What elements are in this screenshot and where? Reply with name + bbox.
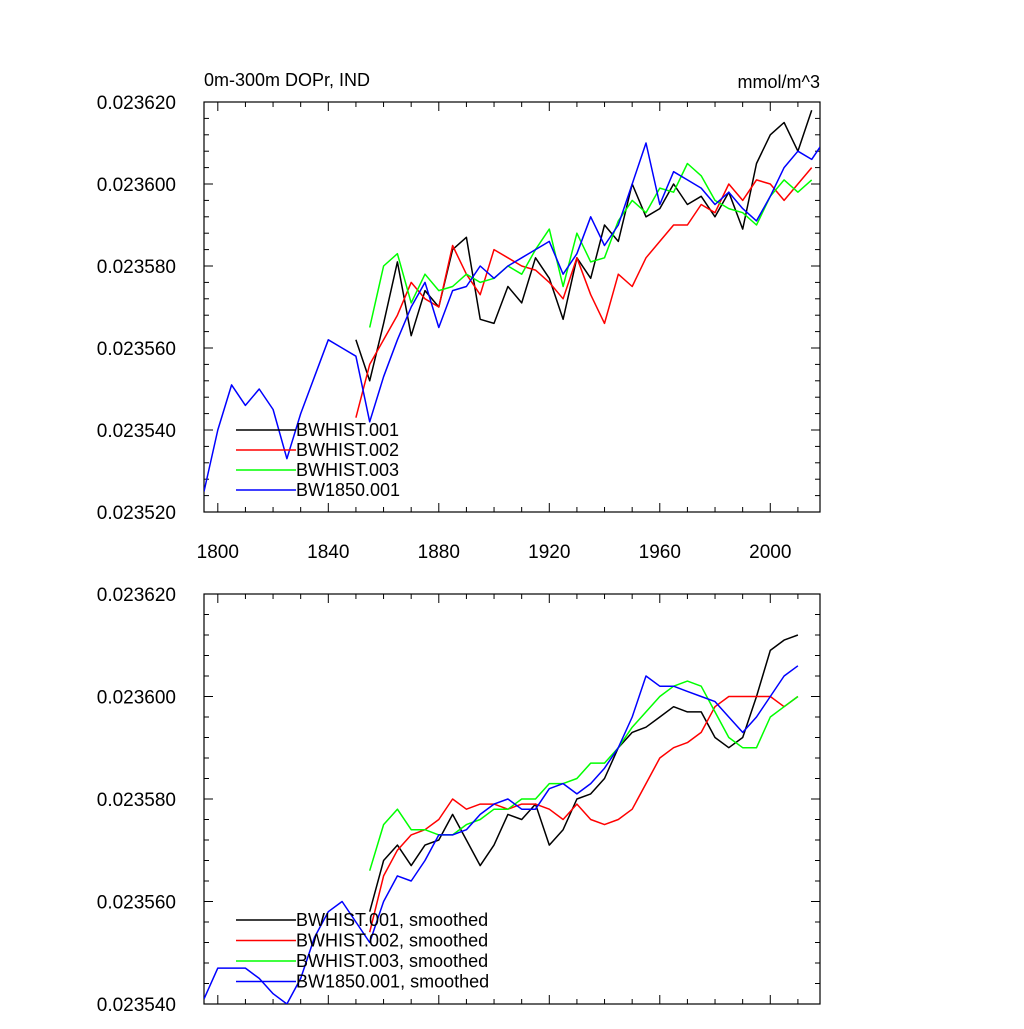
series-line-bwhist-001 bbox=[355, 109, 813, 382]
y-tick-label: 0.023560 bbox=[97, 893, 176, 914]
legend-label: BW1850.001, smoothed bbox=[296, 972, 489, 992]
y-tick-label: 0.023580 bbox=[97, 257, 176, 278]
chart-title: 0m-300m DOPr, IND bbox=[204, 70, 370, 90]
y-tick-label: 0.023540 bbox=[97, 995, 176, 1016]
series-group bbox=[204, 109, 820, 492]
series-line-bw1850-001 bbox=[204, 142, 820, 492]
legend-label: BWHIST.002, smoothed bbox=[296, 931, 488, 951]
y-tick-label: 0.023520 bbox=[97, 503, 176, 524]
legend-label: BWHIST.001, smoothed bbox=[296, 910, 488, 930]
series-line-bw1850-001 bbox=[204, 665, 799, 1004]
y-tick-label: 0.023560 bbox=[97, 339, 176, 360]
y-tick-label: 0.023600 bbox=[97, 175, 176, 196]
y-tick-label: 0.023540 bbox=[97, 421, 176, 442]
lower-panel: 0.023540 0.023560 0.023580 0.023600 0.023620… bbox=[97, 585, 821, 1016]
series-line-bwhist-002 bbox=[368, 695, 799, 933]
x-tick-label: 1960 bbox=[639, 542, 681, 563]
x-tick-label: 1880 bbox=[418, 542, 460, 563]
series-group bbox=[204, 634, 799, 1004]
upper-panel: 0.023520 0.023540 0.023560 0.023580 0.023600… bbox=[97, 70, 821, 563]
legend-label: BW1850.001 bbox=[296, 480, 400, 500]
units-label: mmol/m^3 bbox=[738, 72, 820, 92]
series-line-bwhist-003 bbox=[368, 162, 813, 328]
x-tick-label: 1840 bbox=[307, 542, 349, 563]
plot-frame bbox=[203, 101, 821, 513]
series-line-bwhist-001 bbox=[368, 634, 799, 912]
x-tick-label: 1800 bbox=[197, 542, 239, 563]
x-tick-label: 2000 bbox=[749, 542, 791, 563]
legend-label: BWHIST.002 bbox=[296, 440, 399, 460]
y-tick-label: 0.023620 bbox=[97, 585, 176, 606]
x-tick-label: 1920 bbox=[528, 542, 570, 563]
legend-label: BWHIST.003 bbox=[296, 460, 399, 480]
legend-label: BWHIST.003, smoothed bbox=[296, 951, 488, 971]
y-tick-label: 0.023600 bbox=[97, 688, 176, 709]
y-tick-label: 0.023580 bbox=[97, 790, 176, 811]
y-tick-label: 0.023620 bbox=[97, 93, 176, 114]
legend-label: BWHIST.001 bbox=[296, 420, 399, 440]
